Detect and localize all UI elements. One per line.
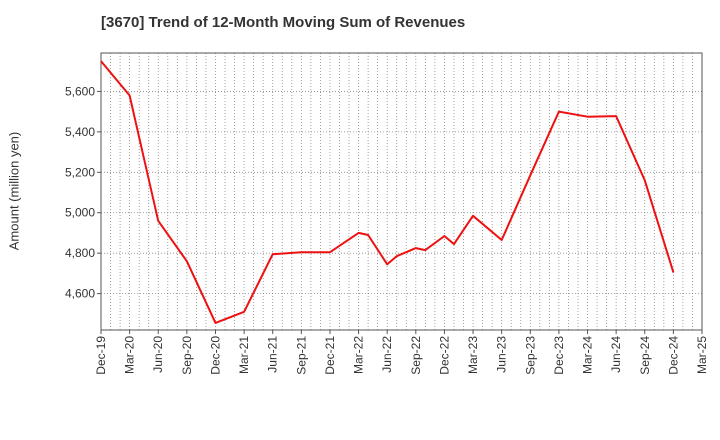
y-tick-label: 5,200 bbox=[65, 165, 95, 179]
x-tick-label: Sep-20 bbox=[180, 336, 194, 375]
x-tick-label: Dec-22 bbox=[437, 336, 451, 375]
x-tick-label: Jun-21 bbox=[266, 336, 280, 373]
x-tick-label: Mar-24 bbox=[581, 336, 595, 374]
x-tick-label: Dec-24 bbox=[666, 336, 680, 375]
x-tick-label: Dec-23 bbox=[552, 336, 566, 375]
x-tick-label: Mar-20 bbox=[123, 336, 137, 374]
y-tick-label: 5,600 bbox=[65, 84, 95, 98]
plot-frame bbox=[100, 52, 703, 331]
x-tick-label: Mar-22 bbox=[352, 336, 366, 374]
x-tick-label: Mar-25 bbox=[695, 336, 709, 374]
chart-title: [3670] Trend of 12-Month Moving Sum of R… bbox=[101, 14, 466, 31]
x-tick-label: Sep-22 bbox=[409, 336, 423, 375]
x-tick-label: Dec-20 bbox=[208, 336, 222, 375]
x-tick-label: Jun-20 bbox=[151, 336, 165, 373]
x-tick-label: Sep-24 bbox=[638, 336, 652, 375]
y-tick-label: 4,800 bbox=[65, 246, 95, 260]
x-tick-label: Mar-23 bbox=[466, 336, 480, 374]
x-tick-label: Sep-21 bbox=[294, 336, 308, 375]
x-tick-label: Dec-21 bbox=[323, 336, 337, 375]
revenue-line bbox=[100, 60, 675, 324]
y-tick-label: 5,400 bbox=[65, 125, 95, 139]
x-tick-label: Jun-24 bbox=[609, 336, 623, 373]
y-tick-label: 5,000 bbox=[65, 206, 95, 220]
x-tick-label: Dec-19 bbox=[94, 336, 108, 375]
x-tick-label: Mar-21 bbox=[237, 336, 251, 374]
x-tick-label: Jun-22 bbox=[380, 336, 394, 373]
x-tick-label: Sep-23 bbox=[523, 336, 537, 375]
y-tick-label: 4,600 bbox=[65, 287, 95, 301]
x-tick-label: Jun-23 bbox=[495, 336, 509, 373]
